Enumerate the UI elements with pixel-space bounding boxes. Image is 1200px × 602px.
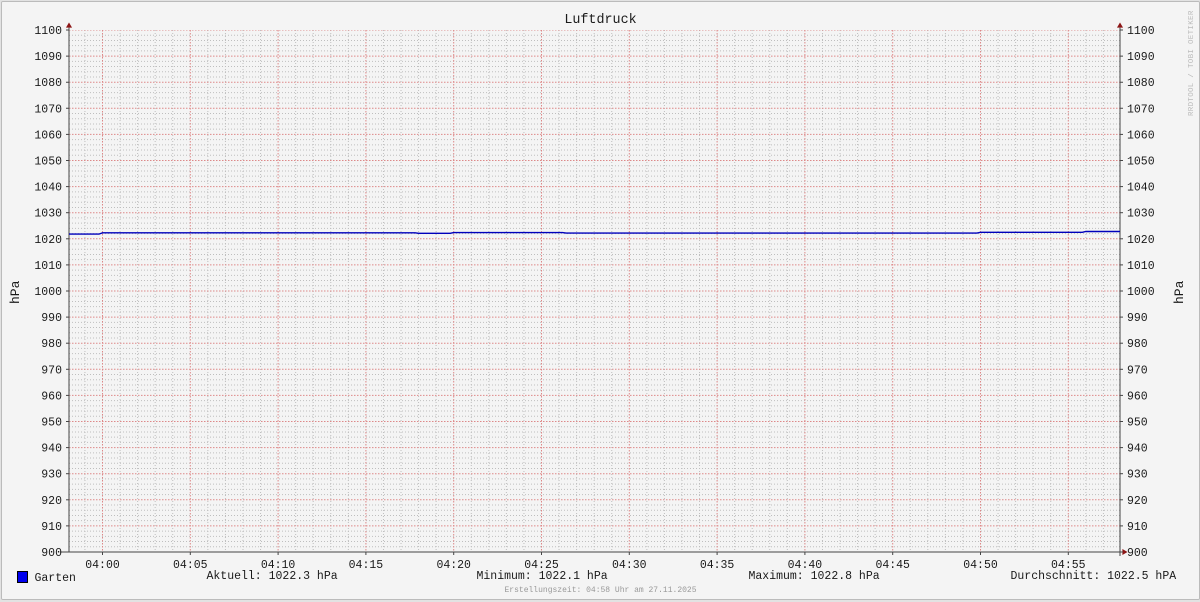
svg-text:980: 980: [1127, 338, 1148, 351]
svg-text:1090: 1090: [1127, 51, 1155, 64]
svg-text:04:50: 04:50: [963, 559, 998, 572]
svg-text:1050: 1050: [1127, 155, 1155, 168]
svg-text:1020: 1020: [34, 233, 62, 246]
svg-text:910: 910: [1127, 520, 1148, 533]
svg-text:960: 960: [41, 390, 62, 403]
svg-text:1090: 1090: [34, 51, 62, 64]
svg-text:920: 920: [1127, 494, 1148, 507]
svg-text:1080: 1080: [1127, 77, 1155, 90]
svg-text:1030: 1030: [34, 207, 62, 220]
svg-text:04:05: 04:05: [173, 559, 208, 572]
svg-text:1070: 1070: [1127, 103, 1155, 116]
svg-text:940: 940: [41, 442, 62, 455]
svg-text:1010: 1010: [1127, 259, 1155, 272]
svg-text:1020: 1020: [1127, 233, 1155, 246]
svg-text:04:00: 04:00: [85, 559, 120, 572]
svg-text:1060: 1060: [34, 129, 62, 142]
svg-text:04:30: 04:30: [612, 559, 647, 572]
svg-text:980: 980: [41, 338, 62, 351]
svg-text:910: 910: [41, 520, 62, 533]
svg-text:960: 960: [1127, 390, 1148, 403]
svg-text:04:35: 04:35: [699, 559, 734, 572]
svg-text:940: 940: [1127, 442, 1148, 455]
svg-text:1030: 1030: [1127, 207, 1155, 220]
svg-text:1070: 1070: [34, 103, 62, 116]
svg-text:990: 990: [41, 312, 62, 325]
svg-text:900: 900: [41, 547, 62, 560]
svg-text:950: 950: [41, 416, 62, 429]
svg-text:1060: 1060: [1127, 129, 1155, 142]
svg-text:970: 970: [41, 364, 62, 377]
svg-text:990: 990: [1127, 312, 1148, 325]
svg-text:900: 900: [1127, 547, 1148, 560]
svg-text:970: 970: [1127, 364, 1148, 377]
svg-text:920: 920: [41, 494, 62, 507]
svg-text:930: 930: [1127, 468, 1148, 481]
svg-text:1050: 1050: [34, 155, 62, 168]
svg-text:1010: 1010: [34, 259, 62, 272]
svg-text:1040: 1040: [34, 181, 62, 194]
svg-text:1000: 1000: [1127, 286, 1155, 299]
svg-text:04:15: 04:15: [348, 559, 383, 572]
svg-text:950: 950: [1127, 416, 1148, 429]
svg-text:1080: 1080: [34, 77, 62, 90]
svg-text:1000: 1000: [34, 286, 62, 299]
svg-text:04:45: 04:45: [875, 559, 910, 572]
svg-text:1040: 1040: [1127, 181, 1155, 194]
svg-text:930: 930: [41, 468, 62, 481]
svg-text:04:20: 04:20: [436, 559, 471, 572]
